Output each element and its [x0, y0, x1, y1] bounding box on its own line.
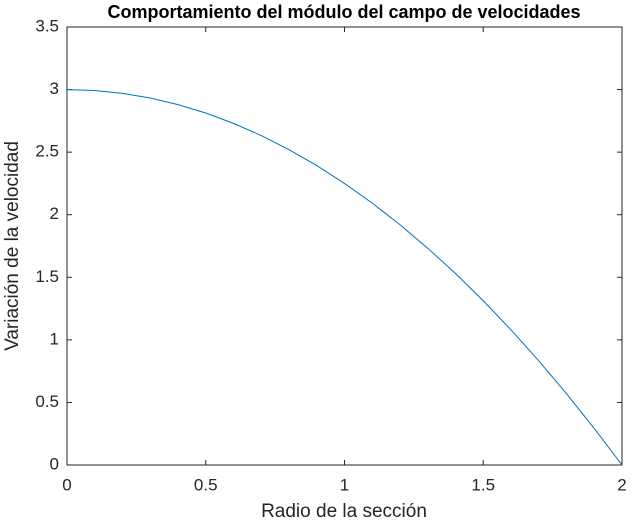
y-tick-label: 3.5 — [35, 16, 59, 35]
y-tick-label: 0 — [50, 454, 59, 473]
line-series — [66, 89, 623, 466]
y-tick-label: 3 — [50, 79, 59, 98]
x-tick-label: 2 — [617, 475, 626, 494]
x-axis-label: Radio de la sección — [261, 501, 427, 522]
y-tick-label: 2.5 — [35, 142, 59, 161]
x-tick-label: 0 — [62, 475, 71, 494]
x-tick-label: 1 — [340, 475, 349, 494]
x-tick-label: 1.5 — [471, 475, 495, 494]
x-tick-label: 0.5 — [194, 475, 218, 494]
y-tick-label: 1.5 — [35, 267, 59, 286]
y-tick-label: 1 — [50, 329, 59, 348]
y-axis-label: Variación de la velocidad — [2, 141, 23, 351]
chart-title: Comportamiento del módulo del campo de v… — [107, 2, 580, 22]
y-tick-label: 2 — [50, 204, 59, 223]
y-tick-label: 0.5 — [35, 392, 59, 411]
